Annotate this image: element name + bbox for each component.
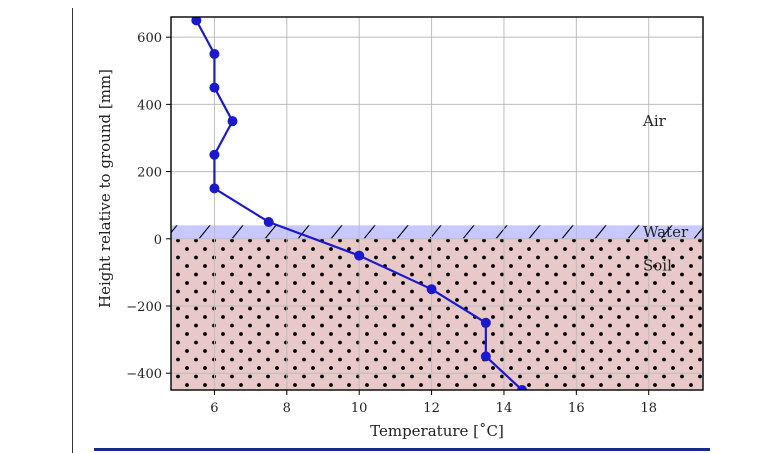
x-tick-label: 18 bbox=[640, 401, 657, 416]
data-point bbox=[227, 116, 238, 127]
x-tick-label: 16 bbox=[568, 401, 585, 416]
bottom-divider bbox=[94, 448, 710, 451]
y-tick-label: −200 bbox=[126, 300, 162, 315]
x-tick-label: 12 bbox=[423, 401, 440, 416]
data-point bbox=[209, 48, 220, 59]
left-divider bbox=[72, 8, 73, 453]
data-point bbox=[426, 284, 437, 295]
x-axis-label: Temperature [˚C] bbox=[370, 422, 504, 440]
y-tick-label: −400 bbox=[126, 367, 162, 382]
data-point bbox=[480, 351, 491, 362]
data-point bbox=[209, 183, 220, 194]
data-point bbox=[354, 250, 365, 261]
y-tick-label: 600 bbox=[137, 31, 162, 46]
x-tick-label: 14 bbox=[496, 401, 513, 416]
data-point bbox=[263, 216, 274, 227]
region-label-air: Air bbox=[642, 112, 667, 130]
y-tick-label: 400 bbox=[137, 98, 162, 113]
region-water-hatch bbox=[171, 225, 703, 239]
data-point bbox=[517, 385, 528, 390]
y-tick-label: 0 bbox=[154, 233, 162, 248]
data-point bbox=[191, 17, 202, 26]
series-line bbox=[195, 19, 523, 390]
region-label-water: Water bbox=[643, 223, 689, 241]
data-point bbox=[209, 82, 220, 93]
x-tick-label: 6 bbox=[210, 401, 218, 416]
plot-frame bbox=[170, 16, 704, 391]
region-soil-dots bbox=[171, 238, 703, 390]
y-axis-label: Height relative to ground [mm] bbox=[96, 69, 114, 308]
x-tick-label: 8 bbox=[283, 401, 291, 416]
x-tick-label: 10 bbox=[351, 401, 368, 416]
region-air bbox=[171, 17, 703, 226]
region-label-soil: Soil bbox=[643, 257, 672, 275]
y-tick-label: 200 bbox=[137, 166, 162, 181]
data-point bbox=[209, 149, 220, 160]
data-point bbox=[480, 317, 491, 328]
